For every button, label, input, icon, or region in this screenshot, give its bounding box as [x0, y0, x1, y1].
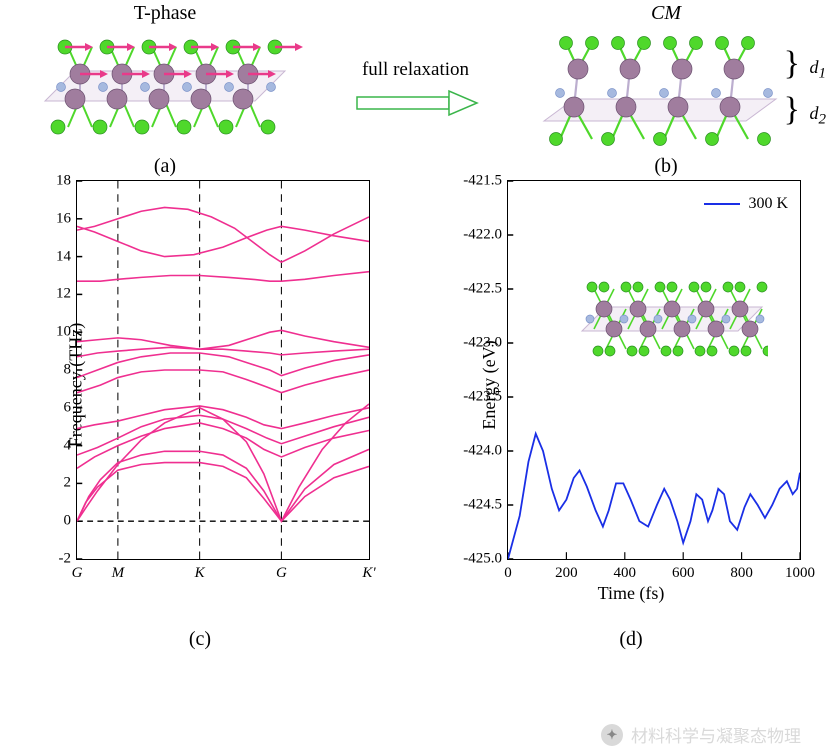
figure: T-phase (a) full relaxation — [20, 20, 811, 651]
ytick-d: -424.5 — [463, 497, 502, 514]
ytick-d: -424.0 — [463, 443, 502, 460]
lattice-a-svg — [25, 29, 305, 149]
ylabel-d: Energy (eV) — [479, 340, 500, 429]
ytick-c: 0 — [64, 513, 72, 530]
watermark-text: 材料科学与凝聚态物理 — [631, 722, 801, 747]
label-d1: d1 — [810, 57, 827, 83]
legend-line-icon — [704, 203, 740, 205]
inset-svg — [568, 271, 768, 366]
ytick-c: -2 — [59, 551, 72, 568]
top-row: T-phase (a) full relaxation — [20, 20, 811, 160]
svg-c — [77, 181, 369, 559]
xtick-c: K — [195, 565, 205, 582]
ytick-d: -421.5 — [463, 173, 502, 190]
plot-area-c: -2024681012141618GMKGK' — [76, 180, 370, 560]
ytick-c: 4 — [64, 437, 72, 454]
ytick-c: 8 — [64, 362, 72, 379]
arrow-head — [449, 91, 477, 115]
structure-a — [25, 29, 305, 149]
atoms-b — [550, 37, 773, 146]
ytick-c: 12 — [56, 286, 71, 303]
ytick-c: 2 — [64, 475, 72, 492]
inset-structure-d — [568, 271, 768, 366]
title-a: T-phase — [134, 2, 197, 25]
title-b: CM — [651, 2, 681, 25]
relax-arrow-icon — [351, 85, 481, 121]
xtick-d: 600 — [672, 565, 695, 582]
svg-d — [508, 181, 800, 559]
ytick-c: 6 — [64, 399, 72, 416]
ytick-d: -423.0 — [463, 335, 502, 352]
xtick-d: 1000 — [785, 565, 815, 582]
xtick-c: K' — [362, 565, 375, 582]
ytick-c: 10 — [56, 324, 71, 341]
chart-c: Frequency (THz) -2024681012141618GMKGK' — [20, 170, 380, 600]
subfig-label-d: (d) — [619, 628, 642, 651]
legend-label-d: 300 K — [748, 195, 788, 213]
brace-d2: } — [784, 91, 800, 129]
legend-d: 300 K — [704, 195, 788, 213]
brace-d1: } — [784, 45, 800, 83]
ytick-c: 14 — [56, 248, 71, 265]
xtick-c: G — [276, 565, 287, 582]
ytick-c: 18 — [56, 173, 71, 190]
panel-a: T-phase (a) — [20, 2, 310, 178]
xtick-d: 0 — [504, 565, 512, 582]
xtick-c: G — [72, 565, 83, 582]
xtick-d: 200 — [555, 565, 578, 582]
chart-d: Energy (eV) 300 K -425.0-424.5-424.0-423… — [451, 170, 811, 600]
subfig-label-c: (c) — [189, 628, 211, 651]
ytick-d: -423.5 — [463, 389, 502, 406]
plot-area-d: 300 K -425.0-424.5-424.0-423.5-423.0-422… — [507, 180, 801, 560]
xtick-d: 400 — [614, 565, 637, 582]
bottom-row: Frequency (THz) -2024681012141618GMKGK' … — [20, 170, 811, 651]
ytick-d: -422.5 — [463, 281, 502, 298]
ytick-d: -422.0 — [463, 227, 502, 244]
panel-c: Frequency (THz) -2024681012141618GMKGK' … — [20, 170, 380, 651]
structure-b: } d1 } d2 — [536, 29, 796, 149]
panel-b: CM } d1 } d2 (b) — [521, 2, 811, 178]
relaxation-arrow-box: full relaxation — [326, 59, 506, 121]
ytick-d: -425.0 — [463, 551, 502, 568]
arrow-shaft — [357, 97, 449, 109]
watermark: ✦ 材料科学与凝聚态物理 — [601, 722, 801, 747]
xtick-c: M — [112, 565, 125, 582]
label-d2: d2 — [810, 103, 827, 129]
relaxation-label: full relaxation — [362, 59, 469, 81]
xtick-d: 800 — [730, 565, 753, 582]
wechat-icon: ✦ — [601, 724, 623, 746]
ytick-c: 16 — [56, 210, 71, 227]
lattice-b-svg — [536, 29, 796, 149]
panel-d: Energy (eV) 300 K -425.0-424.5-424.0-423… — [451, 170, 811, 651]
xlabel-d: Time (fs) — [451, 583, 811, 604]
